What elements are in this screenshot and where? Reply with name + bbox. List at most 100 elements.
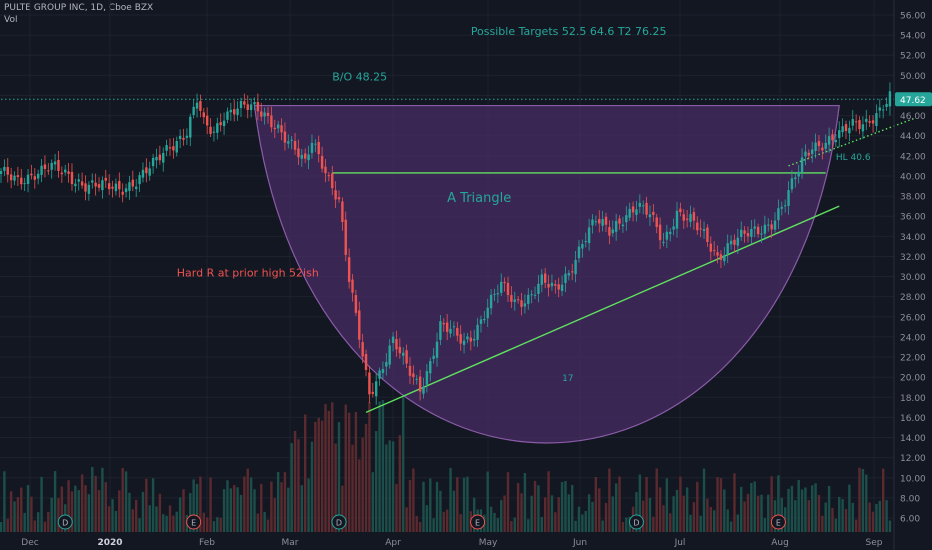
candle-body xyxy=(307,154,310,161)
candle-body xyxy=(246,104,249,110)
volume-bar xyxy=(740,486,743,532)
volume-bar xyxy=(158,493,162,532)
candle-body xyxy=(182,137,185,140)
candle-body xyxy=(817,141,821,146)
volume-bar xyxy=(222,489,226,532)
volume-bar xyxy=(16,497,20,532)
volume-bar xyxy=(861,468,865,532)
volume-bar xyxy=(266,519,270,532)
volume-bar xyxy=(527,519,530,532)
volume-bar xyxy=(182,489,185,532)
candle-body xyxy=(743,230,746,234)
volume-bar xyxy=(513,517,516,532)
volume-bar xyxy=(493,512,496,532)
volume-bar xyxy=(567,494,571,532)
candle-body xyxy=(435,341,439,358)
candle-body xyxy=(212,131,216,133)
volume-bar xyxy=(679,476,682,532)
candle-body xyxy=(155,156,158,161)
volume-bar xyxy=(675,489,679,532)
volume-bar xyxy=(260,483,263,532)
candle-body xyxy=(770,224,773,230)
candle-body xyxy=(189,116,192,138)
candle-body xyxy=(337,197,341,200)
volume-bar xyxy=(598,488,601,532)
volume-bar xyxy=(408,480,412,532)
volume-bar xyxy=(746,493,750,532)
volume-bar xyxy=(547,471,550,532)
event-marker-label: D xyxy=(336,519,342,528)
last-price-tag: 47.62 xyxy=(895,92,932,107)
candle-body xyxy=(777,208,780,221)
time-tick-label: Apr xyxy=(385,538,401,548)
volume-bar xyxy=(794,500,797,532)
candle-body xyxy=(469,337,473,342)
candle-body xyxy=(253,102,256,105)
candle-body xyxy=(618,218,621,224)
candle-body xyxy=(679,208,682,213)
volume-bar xyxy=(614,483,618,532)
volume-bar xyxy=(270,481,273,532)
price-axis[interactable]: 56.0054.0052.0050.0048.0046.0044.0042.00… xyxy=(900,12,926,525)
volume-bar xyxy=(347,412,351,532)
volume-bar xyxy=(337,422,341,532)
candle-body xyxy=(266,112,270,116)
volume-bar xyxy=(391,441,395,532)
candle-body xyxy=(885,103,888,107)
candle-body xyxy=(347,257,351,282)
volume-bar xyxy=(682,495,685,532)
candle-body xyxy=(178,135,182,140)
volume-bar xyxy=(219,517,222,532)
time-axis[interactable]: Dec 2020 Feb Mar Apr May Jun Jul Aug Sep xyxy=(21,538,882,548)
candle-body xyxy=(456,327,459,336)
price-tick-label: 42.00 xyxy=(900,152,926,162)
candle-body xyxy=(334,190,337,200)
candle-body xyxy=(740,229,743,237)
volume-bar xyxy=(320,420,324,532)
volume-bar xyxy=(368,402,371,532)
candle-body xyxy=(378,370,381,379)
candle-body xyxy=(824,142,827,149)
candle-body xyxy=(702,229,706,231)
candle-body xyxy=(361,342,364,357)
volume-bar xyxy=(402,397,405,532)
volume-bar xyxy=(618,476,621,532)
volume-bar xyxy=(40,476,43,532)
candle-body xyxy=(645,202,648,215)
candle-body xyxy=(773,220,777,230)
volume-bar xyxy=(192,479,195,532)
volume-bar xyxy=(334,443,337,532)
volume-label[interactable]: Vol xyxy=(4,15,18,25)
volume-bar xyxy=(848,484,851,532)
cup-area xyxy=(253,104,840,444)
candle-body xyxy=(726,243,729,254)
volume-bar xyxy=(587,494,591,532)
price-tick-label: 22.00 xyxy=(900,354,926,364)
volume-bar xyxy=(827,485,831,532)
last-price-box xyxy=(895,92,932,107)
candle-body xyxy=(381,369,385,374)
trendlines[interactable] xyxy=(1,98,914,414)
candle-body xyxy=(540,274,543,285)
volume-bar xyxy=(415,516,418,532)
volume-bar xyxy=(314,421,317,532)
candle-body xyxy=(429,361,432,374)
volume-bar xyxy=(226,480,229,532)
volume-bar xyxy=(84,485,87,532)
candles xyxy=(0,82,892,405)
candle-body xyxy=(523,303,527,307)
volume-bar xyxy=(729,521,733,532)
candle-body xyxy=(425,371,429,385)
candle-body xyxy=(746,233,750,237)
volume-bar xyxy=(652,516,655,532)
candle-body xyxy=(422,386,425,394)
volume-bar xyxy=(655,468,658,532)
volume-bar xyxy=(706,498,709,532)
volume-bar xyxy=(233,485,236,532)
candle-body xyxy=(709,243,712,252)
candle-body xyxy=(70,171,74,185)
candle-body xyxy=(236,108,239,115)
candle-body xyxy=(118,181,121,190)
